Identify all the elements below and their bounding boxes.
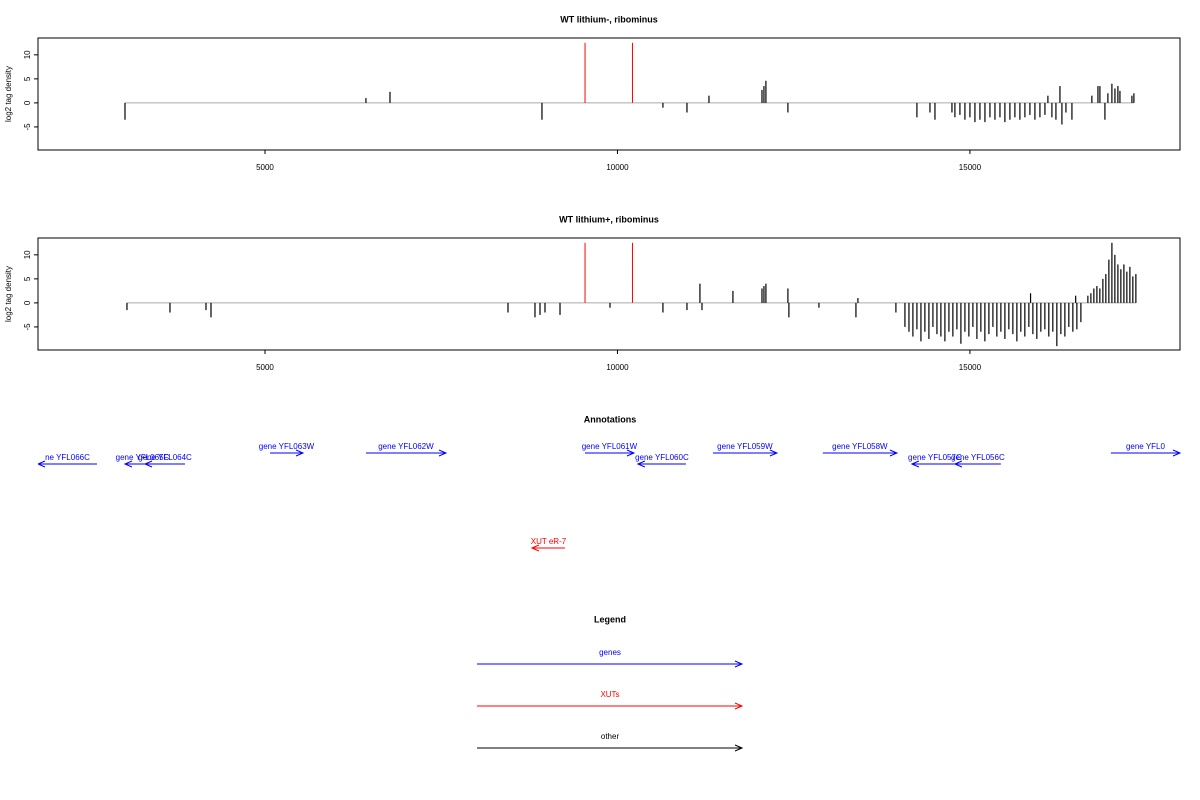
feature-label: gene YFL058W (832, 442, 888, 451)
x-tick-label: 10000 (606, 363, 629, 372)
legend-label: other (601, 732, 620, 741)
x-tick-label: 5000 (256, 163, 274, 172)
feature-arrow (822, 449, 899, 457)
feature-arrow (143, 460, 185, 468)
feature-arrow (910, 460, 958, 468)
feature-arrow (365, 449, 448, 457)
y-axis-label: log2 tag density (4, 266, 13, 322)
feature-label: XUT eR-7 (531, 537, 567, 546)
y-tick-label: 0 (23, 300, 32, 305)
legend-label: XUTs (600, 690, 619, 699)
y-axis-label: log2 tag density (4, 66, 13, 122)
feature-label: gene YFL060C (635, 453, 689, 462)
feature-label: gene YFL061W (582, 442, 638, 451)
feature-label: gene YFL057C (908, 453, 962, 462)
feature-arrow (953, 460, 1001, 468)
y-tick-label: 10 (23, 50, 32, 59)
feature-arrow (38, 460, 98, 468)
plot-frame (37, 37, 1181, 151)
feature-arrow (712, 449, 779, 457)
y-tick-label: -5 (23, 123, 32, 131)
feature-arrow (584, 449, 636, 457)
feature-arrow (1110, 449, 1182, 457)
feature-arrow (636, 460, 686, 468)
y-tick-label: 5 (23, 76, 32, 81)
feature-label: gene YFL064C (138, 453, 192, 462)
feature-label: gene YFL059W (717, 442, 773, 451)
legend-label: genes (599, 648, 621, 657)
chart-title: WT lithium-, ribominus (560, 14, 658, 24)
x-tick-label: 15000 (959, 163, 982, 172)
plot-frame (37, 237, 1181, 351)
x-tick-label: 15000 (959, 363, 982, 372)
feature-arrow (269, 449, 305, 457)
y-tick-label: 5 (23, 276, 32, 281)
feature-label: gene YFL0 (1126, 442, 1166, 451)
legend-title: Legend (594, 614, 626, 624)
x-tick-label: 10000 (606, 163, 629, 172)
y-tick-label: -5 (23, 323, 32, 331)
legend-arrow (477, 660, 744, 668)
feature-arrow (530, 544, 565, 552)
chart-title: WT lithium+, ribominus (559, 214, 659, 224)
y-tick-label: 10 (23, 250, 32, 259)
feature-label: ne YFL066C (45, 453, 90, 462)
legend-arrow (477, 702, 744, 710)
feature-label: gene YFL065C (116, 453, 170, 462)
annotations-title: Annotations (584, 414, 637, 424)
legend-arrow (477, 744, 744, 752)
x-tick-label: 5000 (256, 363, 274, 372)
feature-label: gene YFL056C (951, 453, 1005, 462)
feature-label: gene YFL062W (378, 442, 434, 451)
y-tick-label: 0 (23, 100, 32, 105)
feature-label: gene YFL063W (259, 442, 315, 451)
